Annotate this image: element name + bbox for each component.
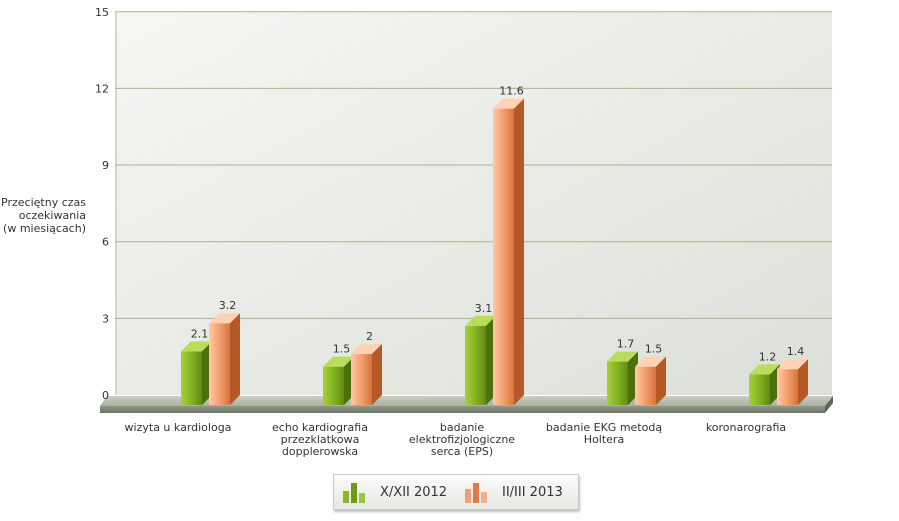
bar-front-face — [493, 108, 514, 406]
legend-item-series-1: X/XII 2012 — [342, 475, 447, 509]
x-category-label-line: echo kardiografia — [272, 421, 368, 434]
x-category-label: echo kardiografia przezklatkowa dopplerows… — [272, 421, 368, 458]
bar-front-face — [351, 353, 372, 405]
y-axis-title-line: (w miesiącach) — [3, 222, 86, 235]
bar-series-1-cat-3 — [465, 315, 496, 405]
bar-top-face — [465, 315, 496, 326]
bar-top-face — [209, 313, 240, 324]
chart-floor-front — [100, 406, 825, 413]
legend-item-series-2: II/III 2013 — [464, 475, 563, 509]
x-category-label-line: przezklatkowa — [281, 433, 360, 446]
bar-series-1-cat-1 — [181, 341, 212, 405]
x-category-label-line: badanie — [440, 421, 484, 434]
bar-front-face — [181, 351, 202, 405]
bar-top-face — [749, 364, 780, 375]
bar-top-face — [323, 356, 354, 367]
x-category-label: badanie EKG metodą Holtera — [546, 421, 662, 446]
bar-series-2-cat-1 — [209, 313, 240, 405]
x-category-label-line: serca (EPS) — [431, 445, 493, 458]
bar-series-2-cat-2 — [351, 343, 382, 405]
bar-value-label: 1.5 — [333, 343, 351, 356]
y-tick-label: 3 — [102, 312, 109, 325]
bar-value-label: 11.6 — [499, 85, 524, 98]
bar-series-2-cat-5 — [777, 359, 808, 405]
bar-front-face — [323, 366, 344, 405]
bar-top-face — [635, 356, 666, 367]
bar-side-face — [230, 313, 240, 405]
bar-top-face — [493, 98, 524, 109]
series-2-swatch-icon — [465, 483, 487, 503]
bar-value-label: 1.7 — [617, 338, 635, 351]
bar-front-face — [607, 361, 628, 405]
bar-top-face — [607, 351, 638, 362]
x-category-label-line: dopplerowska — [282, 445, 358, 458]
bar-value-label: 2 — [366, 330, 373, 343]
y-tick-label: 15 — [95, 6, 109, 19]
bar-value-label: 1.5 — [645, 343, 663, 356]
y-axis-title-line: oczekiwania — [19, 209, 86, 222]
bar-front-face — [749, 374, 770, 405]
y-axis-title: Przeciętny czas oczekiwania (w miesiącach) — [1, 196, 86, 235]
bar-side-face — [798, 359, 808, 405]
bar-side-face — [656, 356, 666, 405]
chart-legend: X/XII 2012 II/III 2013 — [333, 474, 579, 510]
bar-series-1-cat-5 — [749, 364, 780, 405]
bar-front-face — [465, 325, 486, 405]
series-1-swatch-icon — [343, 483, 365, 503]
bar-value-label: 1.2 — [759, 350, 777, 363]
bar-front-face — [777, 369, 798, 405]
y-axis-title-line: Przeciętny czas — [1, 196, 86, 209]
bar-value-label: 3.2 — [219, 299, 237, 312]
bar-series-2-cat-3 — [493, 98, 524, 406]
x-category-label-line: badanie EKG metodą — [546, 421, 662, 434]
plot-left-wall — [115, 12, 117, 395]
x-category-label: koronarografia — [706, 421, 786, 434]
x-category-label-line: Holtera — [584, 433, 624, 446]
bar-top-face — [777, 359, 808, 370]
chart-floor-side — [825, 396, 833, 413]
y-tick-label: 12 — [95, 82, 109, 95]
y-tick-label: 0 — [102, 389, 109, 402]
x-category-label-line: elektrofizjologiczne — [409, 433, 515, 446]
bar-series-1-cat-4 — [607, 351, 638, 405]
bar-value-label: 2.1 — [191, 327, 209, 340]
bar-series-2-cat-4 — [635, 356, 666, 405]
bar-front-face — [209, 323, 230, 405]
x-category-label-line: wizyta u kardiologa — [125, 421, 232, 434]
bar-series-1-cat-2 — [323, 356, 354, 405]
y-tick-label: 6 — [102, 236, 109, 249]
legend-label-series-2: II/III 2013 — [502, 484, 563, 500]
bar-side-face — [514, 98, 524, 406]
bar-front-face — [635, 366, 656, 405]
bar-value-label: 1.4 — [787, 345, 805, 358]
x-category-label: badanie elektrofizjologiczne serca (EPS) — [409, 421, 515, 458]
bar-top-face — [181, 341, 212, 352]
x-category-label-line: koronarografia — [706, 421, 786, 434]
legend-label-series-1: X/XII 2012 — [380, 484, 448, 500]
x-category-label: wizyta u kardiologa — [125, 421, 232, 434]
bar-top-face — [351, 343, 382, 354]
y-tick-label: 9 — [102, 159, 109, 172]
bar-side-face — [372, 343, 382, 405]
bar-value-label: 3.1 — [475, 302, 493, 315]
